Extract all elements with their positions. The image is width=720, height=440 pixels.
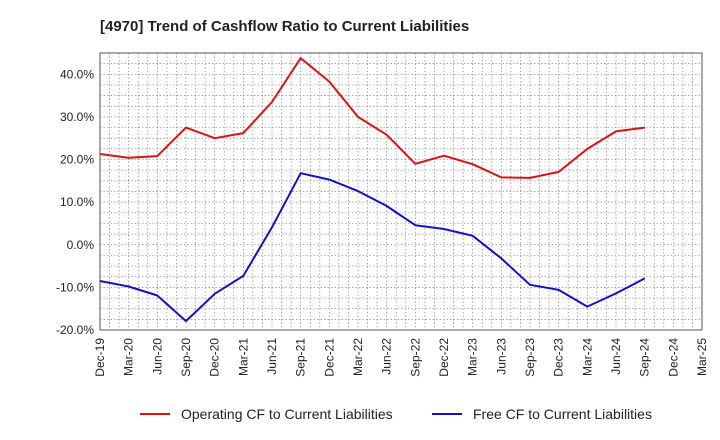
x-tick-label: Jun-22 — [380, 338, 394, 375]
series-line-2 — [99, 172, 646, 323]
y-axis-ticks: -20.0% -10.0% 0.0% 10.0% 20.0% 30.0% 40.0% — [56, 67, 94, 337]
x-tick-label: Dec-20 — [208, 338, 222, 377]
x-tick-label: Dec-23 — [552, 338, 566, 377]
x-tick-label: Mar-20 — [122, 338, 136, 376]
x-tick-label: Dec-24 — [666, 338, 680, 377]
x-tick-label: Mar-22 — [351, 338, 365, 376]
x-tick-label: Dec-19 — [93, 338, 107, 377]
y-tick-label: 10.0% — [60, 195, 94, 209]
x-tick-label: Sep-21 — [294, 338, 308, 377]
x-tick-label: Jun-21 — [265, 338, 279, 375]
x-tick-label: Jun-24 — [609, 338, 623, 375]
x-tick-label: Mar-25 — [695, 338, 709, 376]
series-line-1 — [99, 57, 645, 179]
legend: Operating CF to Current Liabilities Free … — [140, 406, 652, 422]
x-tick-label: Mar-21 — [236, 338, 250, 376]
series-layer — [99, 57, 646, 323]
x-tick-label: Dec-22 — [437, 338, 451, 377]
y-tick-label: -20.0% — [56, 323, 94, 337]
y-tick-label: 0.0% — [67, 238, 95, 252]
x-tick-label: Jun-23 — [494, 338, 508, 375]
legend-label-1: Operating CF to Current Liabilities — [181, 406, 393, 422]
x-tick-label: Mar-24 — [580, 338, 594, 376]
plot-border — [99, 52, 703, 331]
y-tick-label: 30.0% — [60, 110, 94, 124]
y-tick-label: 40.0% — [60, 67, 94, 81]
legend-label-2: Free CF to Current Liabilities — [473, 406, 652, 422]
y-tick-label: -10.0% — [56, 280, 94, 294]
grid-lines — [99, 52, 703, 331]
chart-title: [4970] Trend of Cashflow Ratio to Curren… — [100, 18, 469, 35]
x-tick-label: Jun-20 — [150, 338, 164, 375]
x-tick-label: Sep-22 — [408, 338, 422, 377]
x-tick-label: Dec-21 — [322, 338, 336, 377]
y-tick-label: 20.0% — [60, 153, 94, 167]
x-tick-label: Mar-23 — [466, 338, 480, 376]
x-axis-ticks: Dec-19 Mar-20 Jun-20 Sep-20 Dec-20 Mar-21 Jun-… — [93, 338, 709, 377]
x-tick-label: Sep-20 — [179, 338, 193, 377]
x-tick-label: Sep-23 — [523, 338, 537, 377]
x-tick-label: Sep-24 — [638, 338, 652, 377]
